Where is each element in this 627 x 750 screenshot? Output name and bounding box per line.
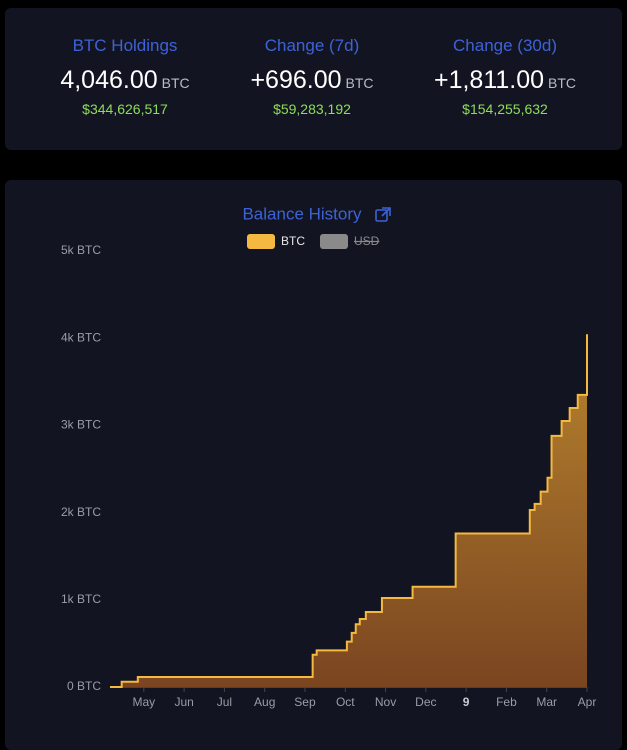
x-tick-label: Feb xyxy=(496,695,517,709)
stat-usd: $154,255,632 xyxy=(462,101,548,117)
legend-item[interactable]: USD xyxy=(320,234,380,249)
chart-title: Balance History xyxy=(242,204,362,223)
legend-swatch xyxy=(247,234,275,249)
y-tick-label: 4k BTC xyxy=(61,330,101,344)
area xyxy=(110,334,587,687)
x-tick-label: Dec xyxy=(415,695,436,709)
x-tick-label: Sep xyxy=(294,695,316,709)
y-tick-label: 2k BTC xyxy=(61,505,101,519)
x-tick-label: Mar xyxy=(536,695,557,709)
stat-unit: BTC xyxy=(161,75,190,91)
x-tick-label: Oct xyxy=(336,695,355,709)
stat-unit: BTC xyxy=(548,75,577,91)
y-tick-label: 0 BTC xyxy=(67,679,101,693)
stat-label: BTC Holdings xyxy=(72,36,178,55)
stat-number: +696.00 xyxy=(250,66,342,94)
stat-label: Change (7d) xyxy=(264,36,360,55)
stat-unit: BTC xyxy=(345,75,374,91)
external-link-icon[interactable] xyxy=(375,207,391,222)
legend-label: BTC xyxy=(281,234,305,248)
legend-swatch xyxy=(320,234,348,249)
legend-item[interactable]: BTC xyxy=(247,234,305,249)
x-tick-label: Nov xyxy=(375,695,396,709)
stat-usd: $59,283,192 xyxy=(273,101,351,117)
x-tick-label: Jul xyxy=(217,695,232,709)
y-tick-label: 3k BTC xyxy=(61,418,101,432)
stat-label: Change (30d) xyxy=(453,36,557,55)
stat-value: +696.00 BTC xyxy=(212,66,412,95)
y-tick-label: 5k BTC xyxy=(61,243,101,257)
x-tick-label: May xyxy=(133,695,156,709)
y-tick-label: 1k BTC xyxy=(61,592,101,606)
stats-card: BTC Holdings 4,046.00 BTC $344,626,517 Ch… xyxy=(5,8,622,150)
x-tick-label: Aug xyxy=(254,695,275,709)
stat-usd: $344,626,517 xyxy=(82,101,168,117)
line xyxy=(110,334,588,688)
stat-number: +1,811.00 xyxy=(433,66,545,94)
stat-number: 4,046.00 xyxy=(60,66,158,94)
stat-value: +1,811.00 BTC xyxy=(405,66,605,95)
stat-value: 4,046.00 BTC xyxy=(25,66,225,95)
x-tick-label: 9 xyxy=(463,695,470,709)
legend-label: USD xyxy=(354,234,380,248)
x-tick-label: Jun xyxy=(174,695,193,709)
x-tick-label: Apr xyxy=(578,695,597,709)
